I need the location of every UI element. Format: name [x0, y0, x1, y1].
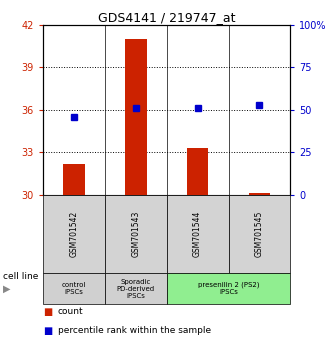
Text: ■: ■ — [43, 326, 52, 336]
Text: percentile rank within the sample: percentile rank within the sample — [58, 326, 211, 336]
Bar — [248, 193, 270, 195]
Bar — [167, 273, 290, 304]
Text: ▶: ▶ — [3, 284, 11, 293]
Text: GSM701542: GSM701542 — [69, 211, 78, 257]
Bar — [228, 195, 290, 273]
Text: Sporadic
PD-derived
iPSCs: Sporadic PD-derived iPSCs — [116, 279, 155, 298]
Bar — [187, 148, 209, 195]
Text: presenilin 2 (PS2)
iPSCs: presenilin 2 (PS2) iPSCs — [198, 282, 259, 295]
Text: GSM701545: GSM701545 — [255, 210, 264, 257]
Bar — [63, 164, 85, 195]
Bar — [105, 273, 167, 304]
Text: GSM701543: GSM701543 — [131, 210, 140, 257]
Bar — [105, 195, 167, 273]
Text: control
iPSCs: control iPSCs — [62, 282, 86, 295]
Bar — [125, 39, 147, 195]
Bar — [167, 195, 228, 273]
Text: GSM701544: GSM701544 — [193, 210, 202, 257]
Bar — [43, 195, 105, 273]
Bar — [43, 273, 105, 304]
Text: count: count — [58, 307, 83, 316]
Text: ■: ■ — [43, 307, 52, 316]
Title: GDS4141 / 219747_at: GDS4141 / 219747_at — [98, 11, 235, 24]
Text: cell line: cell line — [3, 272, 39, 281]
